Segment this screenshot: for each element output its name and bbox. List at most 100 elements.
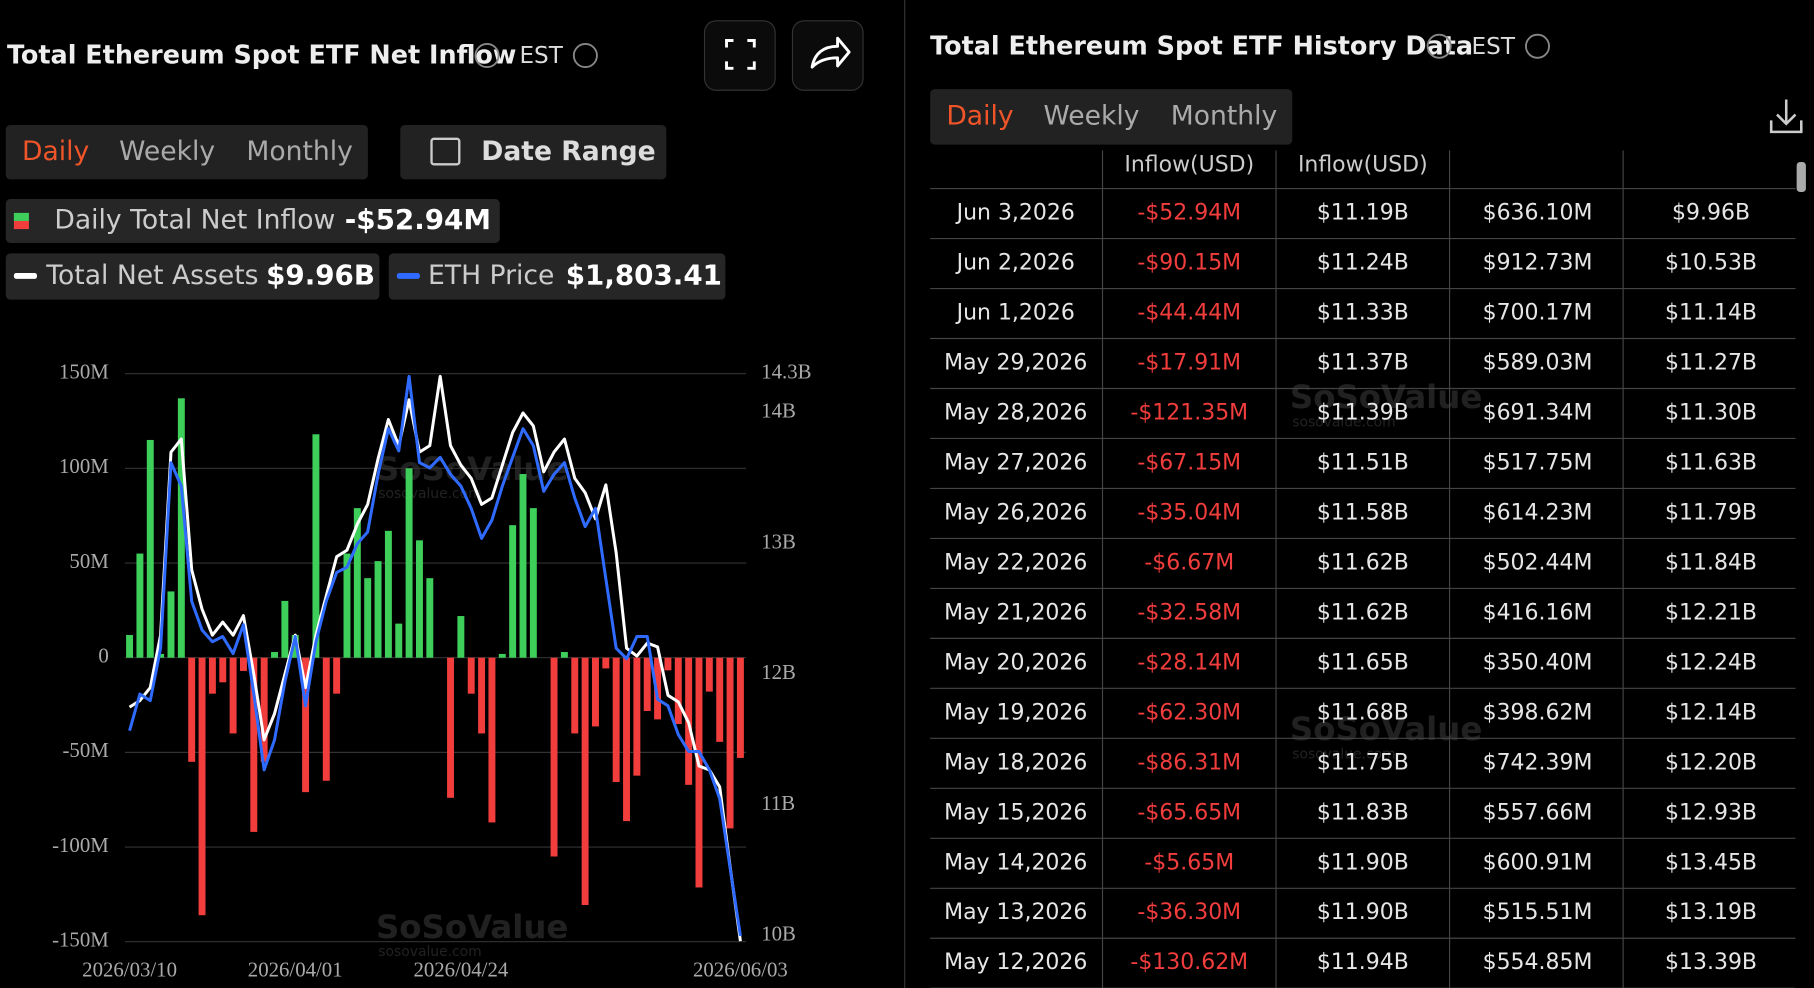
bar — [384, 530, 392, 658]
bar — [654, 657, 662, 720]
bar — [198, 657, 206, 916]
date-range-label: Date Range — [481, 136, 655, 167]
y2-tick-label: 13B — [761, 529, 796, 553]
table-cell: $589.03M — [1483, 351, 1593, 376]
bar — [550, 657, 558, 857]
table-cell: $912.73M — [1483, 251, 1593, 276]
table-cell: -$67.15M — [1137, 450, 1241, 475]
table-cell: $11.83B — [1317, 800, 1409, 825]
table-cell: $700.17M — [1483, 301, 1593, 326]
bar — [591, 657, 599, 727]
legend-value: -$52.94M — [345, 203, 491, 236]
line — [128, 374, 742, 937]
bar — [167, 591, 175, 658]
table-cell: $11.75B — [1317, 750, 1409, 775]
tab[interactable]: Weekly — [119, 136, 215, 167]
table-cell: -$130.62M — [1130, 950, 1248, 975]
table-cell: $11.68B — [1317, 700, 1409, 725]
table-cell: Jun 1,2026 — [955, 301, 1075, 326]
table-cell: -$6.67M — [1144, 550, 1234, 575]
tab[interactable]: Daily — [946, 100, 1013, 131]
bar — [239, 657, 247, 671]
info-icon[interactable] — [572, 43, 598, 69]
table-cell: -$86.31M — [1137, 750, 1241, 775]
bar — [136, 553, 144, 658]
watermark-url: sosovalue.com — [378, 944, 481, 960]
table-cell: $517.75M — [1483, 450, 1593, 475]
tab[interactable]: Monthly — [246, 136, 352, 167]
bar — [343, 553, 351, 658]
table-cell: May 12,2026 — [944, 950, 1087, 975]
info-icon[interactable] — [1426, 33, 1452, 59]
table-cell: $11.90B — [1317, 850, 1409, 875]
bar — [664, 657, 672, 671]
table-cell: $691.34M — [1483, 400, 1593, 425]
bar — [426, 578, 434, 658]
bar — [695, 657, 703, 888]
fullscreen-button[interactable] — [703, 20, 776, 91]
bar — [571, 657, 579, 734]
table-cell: $12.20B — [1665, 750, 1757, 775]
table-cell: $12.14B — [1665, 700, 1757, 725]
share-button[interactable] — [791, 20, 864, 91]
y2-tick-label: 14B — [761, 399, 796, 423]
table-cell: $554.85M — [1483, 950, 1593, 975]
info-icon[interactable] — [1525, 33, 1550, 59]
bar — [405, 468, 413, 658]
download-icon[interactable] — [1769, 99, 1803, 134]
bar — [447, 657, 454, 798]
bar — [302, 657, 310, 793]
tab[interactable]: Weekly — [1044, 100, 1140, 131]
table-cell: $557.66M — [1483, 800, 1593, 825]
table-cell: $11.14B — [1665, 301, 1757, 326]
column-header: Inflow(USD) — [1124, 152, 1254, 177]
bar — [271, 652, 278, 658]
table-cell: May 28,2026 — [944, 400, 1087, 425]
scrollbar[interactable] — [1796, 161, 1806, 193]
bar — [281, 600, 289, 658]
bar — [126, 634, 134, 658]
line — [128, 374, 742, 942]
bar — [726, 657, 734, 829]
table-cell: -$32.58M — [1137, 600, 1241, 625]
table-cell: $11.39B — [1317, 400, 1409, 425]
share-icon — [810, 36, 851, 69]
info-icon[interactable] — [474, 43, 500, 69]
table-cell: $12.93B — [1665, 800, 1757, 825]
y-tick-label: 100M — [59, 454, 109, 478]
table-cell: $9.96B — [1672, 201, 1750, 226]
table-cell: $13.45B — [1665, 850, 1757, 875]
bar — [612, 657, 620, 783]
legend-box — [5, 253, 380, 300]
date-range-button[interactable] — [400, 124, 667, 180]
table-cell: $11.19B — [1317, 201, 1409, 226]
bar — [208, 657, 216, 694]
legend-icon — [13, 212, 29, 221]
bar — [478, 657, 486, 734]
table-cell: $398.62M — [1483, 700, 1593, 725]
tab[interactable]: Monthly — [1171, 100, 1277, 131]
table-cell: $11.27B — [1665, 351, 1757, 376]
x-tick-label: 2026/06/03 — [693, 958, 788, 982]
table-cell: $11.37B — [1317, 351, 1409, 376]
panel-title: Total Ethereum Spot ETF History Data — [930, 31, 1473, 61]
tab-bar — [930, 89, 1293, 145]
table-cell: $11.65B — [1317, 650, 1409, 675]
table-cell: -$28.14M — [1137, 650, 1241, 675]
table-cell: $742.39M — [1483, 750, 1593, 775]
bar — [716, 657, 724, 742]
bar — [312, 434, 320, 658]
table-cell: $10.53B — [1665, 251, 1757, 276]
bar — [457, 616, 465, 658]
tab[interactable]: Daily — [22, 136, 89, 167]
bar — [705, 657, 713, 692]
table-cell: $11.62B — [1317, 600, 1409, 625]
bar — [188, 657, 196, 762]
table-cell: $12.24B — [1665, 650, 1757, 675]
table-cell: $600.91M — [1483, 850, 1593, 875]
table-cell: $13.19B — [1665, 900, 1757, 925]
table-cell: Jun 2,2026 — [955, 251, 1075, 276]
bar — [322, 657, 330, 781]
table-cell: -$44.44M — [1137, 301, 1241, 326]
